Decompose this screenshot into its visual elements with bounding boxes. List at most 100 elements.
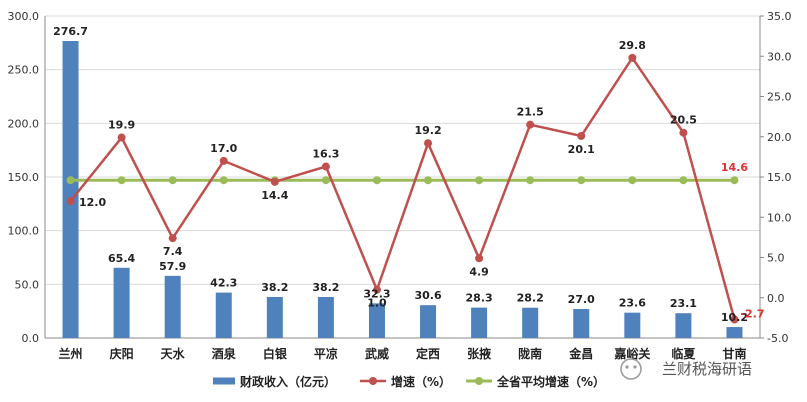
bar — [675, 313, 692, 338]
growth-point — [628, 53, 637, 62]
gridlines — [45, 15, 760, 339]
axes: 0.0 50.0 100.0 150.0 200.0 250.0 300.0 -5.0 0.0 5… — [8, 10, 792, 361]
line-series — [66, 53, 739, 324]
legend-label-growth: 增速（%） — [391, 374, 451, 389]
x-tick-label: 嘉峪关 — [613, 346, 650, 361]
growth-value-label: 20.1 — [568, 143, 595, 156]
bar — [368, 303, 385, 338]
growth-value-label: 1.0 — [367, 297, 387, 310]
bar — [113, 267, 130, 338]
x-tick-label: 白银 — [263, 346, 288, 361]
legend-label-average-growth: 全省平均增速（%） — [496, 374, 605, 389]
y-left-tick-label: 150.0 — [8, 171, 40, 184]
x-tick-label: 天水 — [161, 346, 186, 361]
y-left-tick-label: 300.0 — [8, 10, 40, 23]
x-tick-label: 金昌 — [568, 346, 593, 361]
bar-value-label: 27.0 — [568, 293, 595, 306]
growth-point — [475, 254, 484, 263]
average-growth-point — [730, 176, 739, 185]
growth-point — [372, 285, 381, 294]
x-tick-label: 定西 — [416, 346, 440, 361]
x-tick-label: 陇南 — [518, 346, 542, 361]
y-right-tick-label: 5.0 — [767, 252, 785, 265]
growth-line — [69, 55, 736, 320]
bar — [164, 275, 181, 338]
legend-label-fiscal-revenue: 财政收入（亿元） — [239, 374, 336, 389]
growth-point — [321, 162, 330, 171]
y-right-tick-label: -5.0 — [767, 332, 788, 345]
growth-value-label: 16.3 — [312, 148, 339, 161]
growth-point — [679, 128, 688, 137]
data-labels: 276.7 65.4 57.9 42.3 38.2 38.2 32.3 30.6 28.3 28.… — [53, 25, 764, 324]
bar-value-label: 28.2 — [517, 292, 544, 305]
y-left-tick-label: 0.0 — [22, 332, 40, 345]
x-tick-label: 张掖 — [467, 346, 491, 361]
watermark-text: 兰财税海研语 — [662, 360, 752, 378]
y-left-tick-label: 50.0 — [15, 278, 40, 291]
wechat-icon — [620, 358, 642, 380]
growth-point — [424, 139, 433, 148]
y-right-tick-label: 25.0 — [767, 91, 792, 104]
average-growth-point — [628, 176, 637, 185]
legend-marker-average-growth — [475, 377, 483, 385]
bar-value-label: 23.6 — [619, 297, 646, 310]
growth-value-label: -2.7 — [740, 307, 764, 320]
x-tick-label: 兰州 — [59, 346, 83, 361]
growth-point — [526, 120, 535, 129]
y-right-tick-label: 10.0 — [767, 211, 792, 224]
growth-value-label: 14.4 — [261, 189, 288, 202]
growth-point — [730, 315, 739, 324]
y-right-tick-label: 15.0 — [767, 171, 792, 184]
bar-value-label: 23.1 — [670, 297, 697, 310]
y-right-tick-label: 30.0 — [767, 50, 792, 63]
x-tick-label: 平凉 — [314, 346, 338, 361]
bar — [317, 296, 334, 338]
growth-point — [66, 197, 75, 206]
y-right-tick-label: 0.0 — [767, 292, 785, 305]
legend-marker-growth — [369, 377, 377, 385]
growth-value-label: 21.5 — [517, 106, 544, 119]
x-tick-label: 酒泉 — [212, 346, 237, 361]
growth-value-label: 20.5 — [670, 114, 697, 127]
average-growth-point — [679, 176, 688, 185]
y-left-tick-label: 250.0 — [8, 64, 40, 77]
growth-value-label: 29.8 — [619, 39, 646, 52]
bar-value-label: 28.3 — [466, 292, 493, 305]
bar — [471, 307, 488, 338]
watermark: 兰财税海研语 — [620, 358, 752, 380]
wechat-icon-eye-left — [625, 365, 629, 369]
bar-value-label: 30.6 — [414, 289, 441, 302]
bar — [726, 327, 743, 338]
growth-point — [168, 234, 177, 243]
x-tick-label: 甘南 — [722, 346, 746, 361]
growth-value-label: 4.9 — [469, 265, 489, 278]
average-growth-point — [475, 176, 484, 185]
bar-value-label: 57.9 — [159, 260, 186, 273]
bar-value-label: 65.4 — [108, 252, 135, 265]
x-tick-label: 临夏 — [671, 346, 696, 361]
bar — [215, 292, 232, 338]
bar-value-label: 276.7 — [53, 25, 88, 38]
bar — [266, 296, 283, 338]
average-growth-point — [424, 176, 433, 185]
bar — [62, 41, 79, 338]
bar-value-label: 10.2 — [721, 311, 748, 324]
average-growth-point — [66, 176, 75, 185]
average-growth-point — [372, 176, 381, 185]
growth-value-label: 7.4 — [163, 245, 183, 258]
growth-point — [117, 133, 126, 142]
average-growth-point — [219, 176, 228, 185]
bar — [624, 312, 641, 338]
growth-point — [577, 131, 586, 140]
y-right-tick-label: 20.0 — [767, 131, 792, 144]
y-left-tick-label: 100.0 — [8, 225, 40, 238]
bar — [420, 305, 437, 338]
legend: 财政收入（亿元） 增速（%） 全省平均增速（%） — [213, 374, 605, 389]
growth-value-label: 19.2 — [414, 124, 441, 137]
average-growth-point — [321, 176, 330, 185]
average-growth-point — [117, 176, 126, 185]
growth-value-label: 12.0 — [79, 196, 106, 209]
bar — [522, 307, 539, 338]
bar-value-label: 32.3 — [363, 287, 390, 300]
